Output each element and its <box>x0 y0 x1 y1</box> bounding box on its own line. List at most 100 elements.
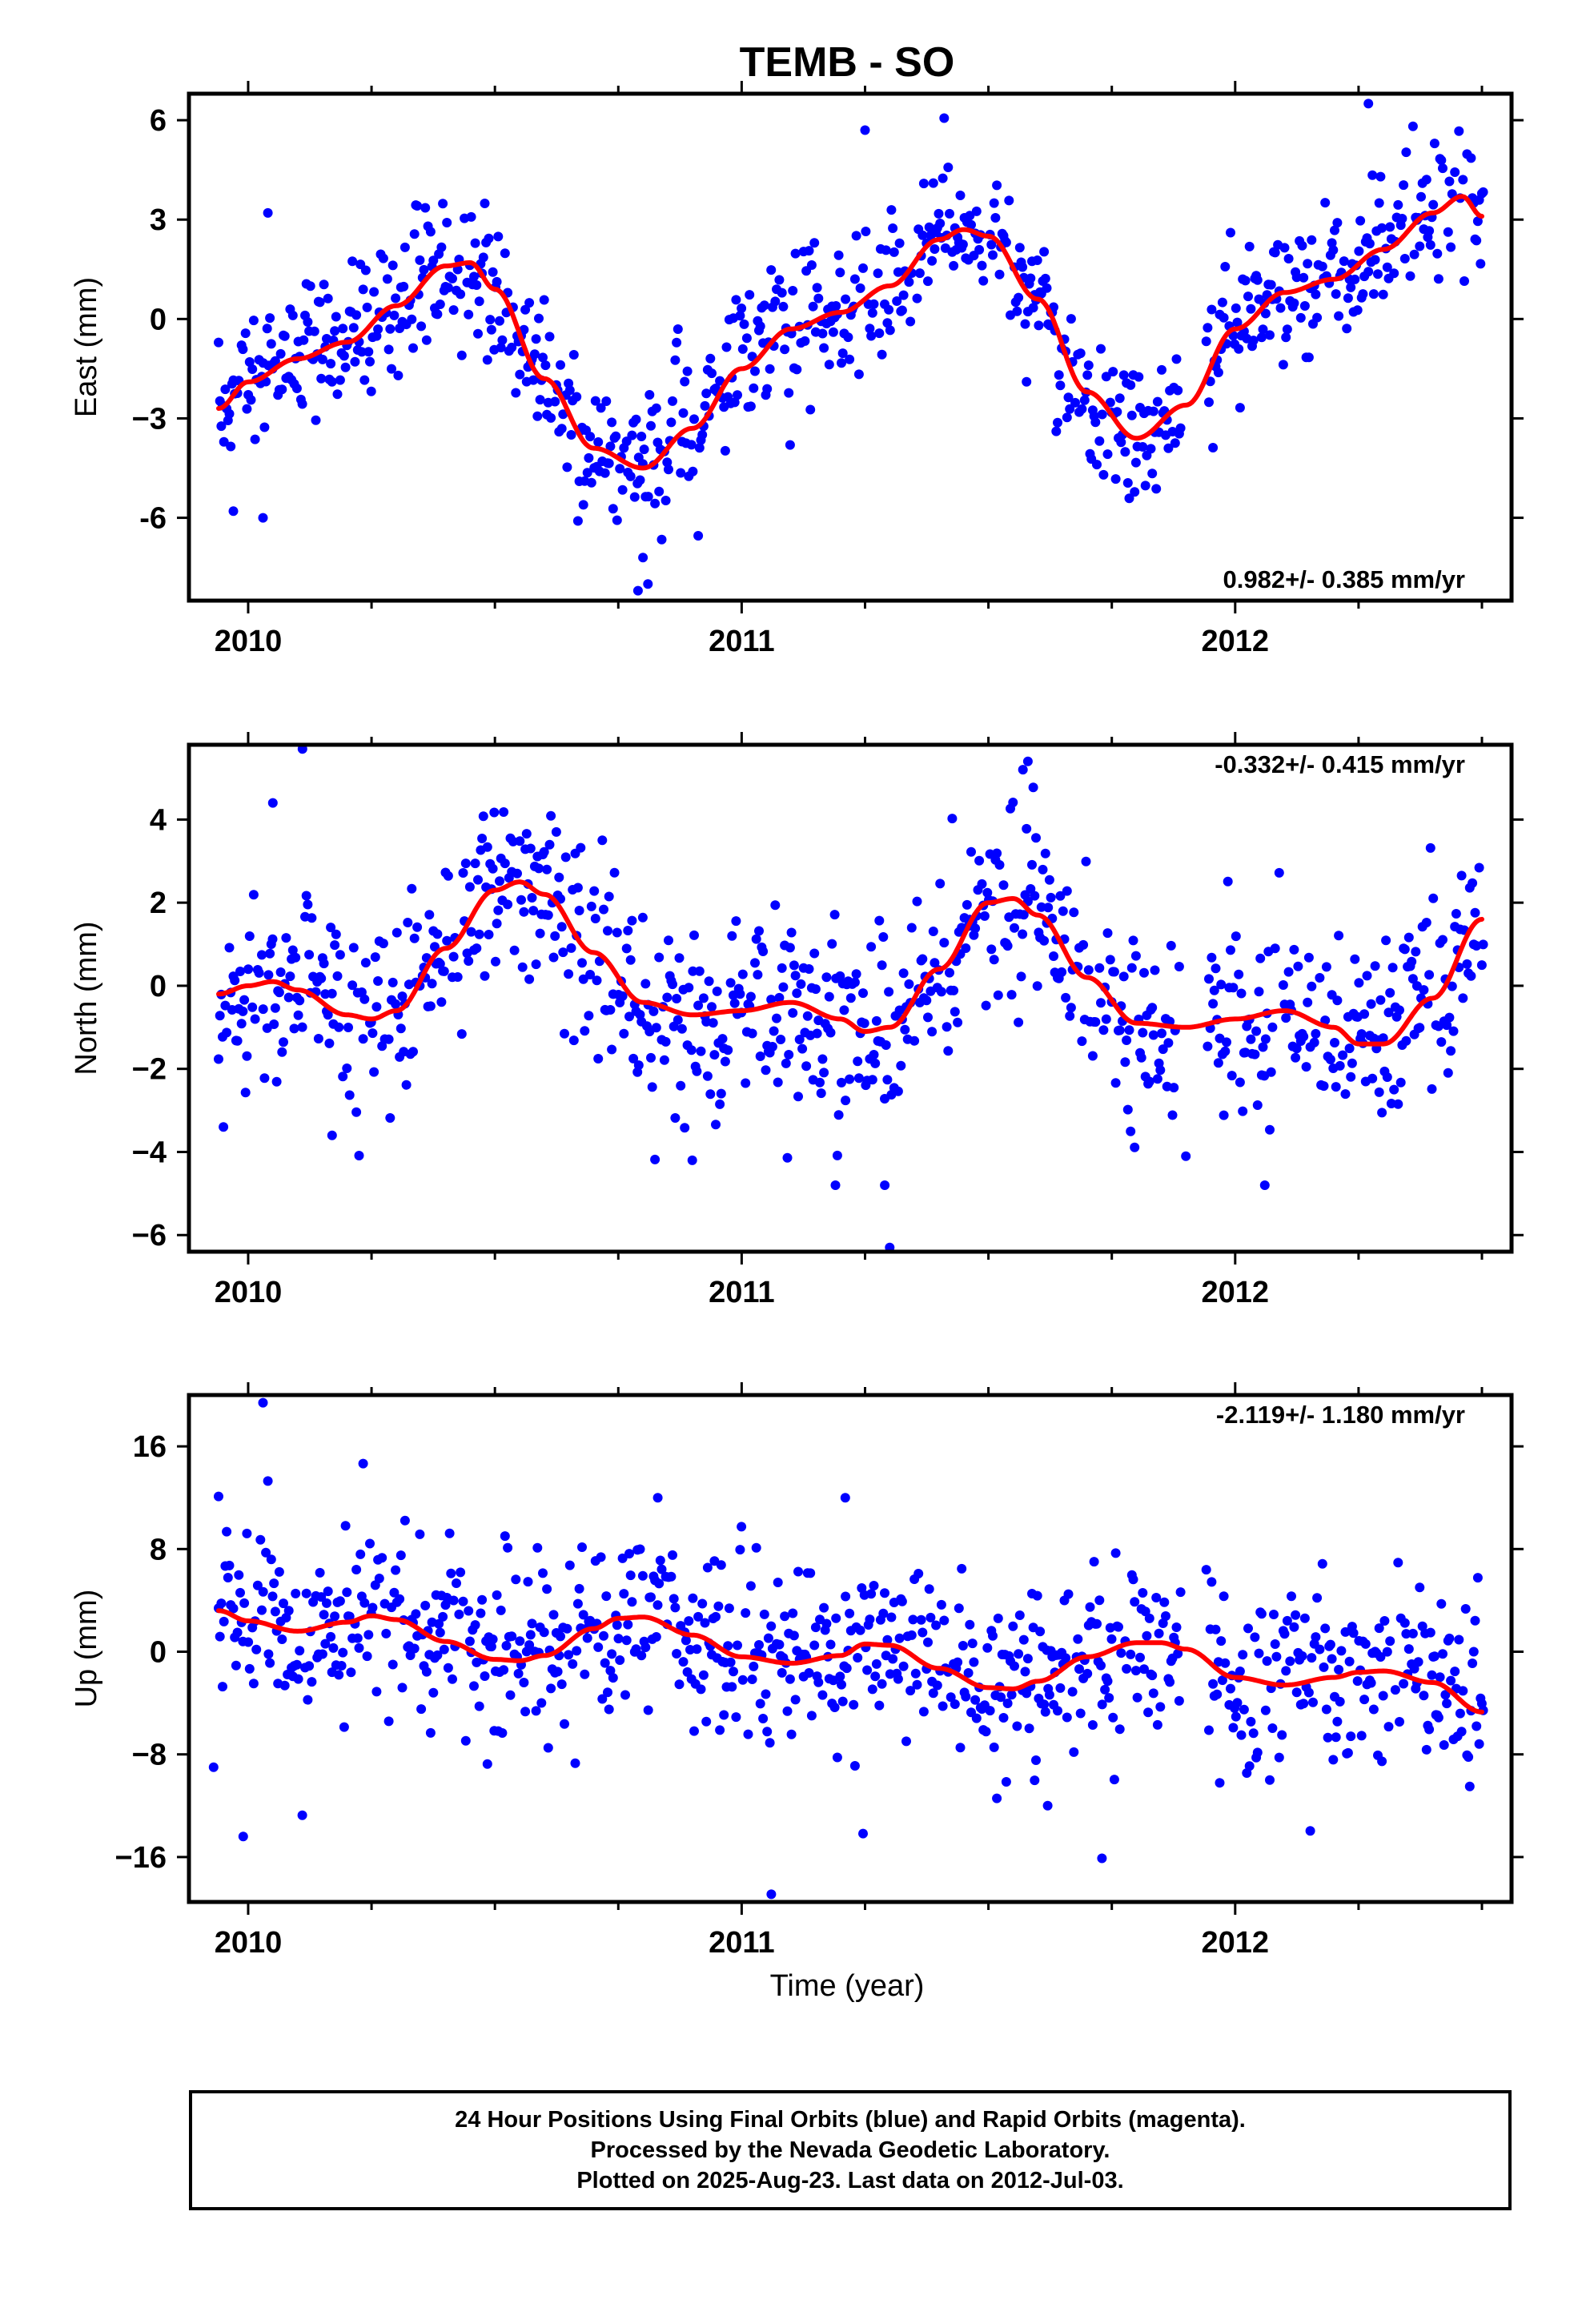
x-tick-label: 2011 <box>709 1276 774 1309</box>
data-point <box>1397 214 1407 223</box>
footer-box: 24 Hour Positions Using Final Orbits (bl… <box>189 2090 1512 2210</box>
data-point <box>365 1538 375 1549</box>
data-point <box>246 395 256 405</box>
footer-line-3: Plotted on 2025-Aug-23. Last data on 201… <box>576 2168 1124 2193</box>
data-point <box>1446 1675 1456 1686</box>
data-point <box>1283 254 1294 263</box>
data-point <box>912 896 922 907</box>
data-point <box>458 1596 468 1606</box>
data-point <box>336 1661 347 1671</box>
data-point <box>438 1611 448 1622</box>
data-point <box>761 1689 771 1699</box>
data-point <box>1275 303 1286 313</box>
data-point <box>884 987 894 997</box>
data-point <box>1155 1065 1166 1076</box>
data-point <box>977 879 987 889</box>
data-point <box>1058 906 1068 916</box>
data-point <box>1069 1747 1079 1757</box>
data-point <box>258 513 268 523</box>
data-point <box>867 1684 877 1695</box>
data-point <box>528 375 539 385</box>
data-point <box>430 942 440 952</box>
data-point <box>646 1052 656 1063</box>
data-point <box>1174 962 1184 971</box>
data-point <box>1407 121 1418 131</box>
data-point <box>1152 1719 1162 1730</box>
data-point <box>1448 1026 1459 1036</box>
data-point <box>1468 878 1478 888</box>
data-point <box>678 408 689 418</box>
data-point <box>1317 261 1327 271</box>
data-point <box>869 1050 879 1059</box>
data-point <box>1334 1664 1344 1675</box>
data-point <box>513 1668 524 1679</box>
data-point <box>592 975 602 986</box>
data-point <box>761 1065 771 1076</box>
data-point <box>766 995 777 1005</box>
data-point <box>531 959 541 970</box>
data-point <box>303 1695 313 1705</box>
data-point <box>269 1578 279 1589</box>
data-point <box>1122 478 1133 488</box>
data-point <box>295 1646 305 1656</box>
data-point <box>711 1611 721 1622</box>
data-point <box>858 988 868 999</box>
data-point <box>1102 928 1113 939</box>
data-point <box>1016 971 1026 982</box>
data-point <box>397 991 408 1002</box>
data-point <box>1311 1028 1321 1039</box>
data-point <box>476 1608 486 1618</box>
data-point <box>684 1616 694 1626</box>
data-point <box>1211 963 1221 974</box>
y-tick-label: 2 <box>150 887 167 920</box>
data-point <box>998 1713 1009 1723</box>
data-point <box>624 1549 634 1559</box>
data-point <box>1340 1626 1351 1637</box>
data-point <box>297 1022 307 1032</box>
data-point <box>635 475 645 485</box>
data-point <box>347 256 358 267</box>
data-point <box>1108 367 1118 377</box>
data-point <box>1014 1017 1024 1027</box>
data-point <box>371 1687 382 1697</box>
data-point <box>1165 1677 1175 1687</box>
data-point <box>527 1618 537 1629</box>
data-point <box>1144 1076 1154 1087</box>
data-point <box>342 1587 352 1598</box>
data-point <box>745 1581 756 1591</box>
data-point <box>794 1035 805 1044</box>
data-point <box>263 1476 273 1486</box>
data-point <box>1299 272 1309 283</box>
data-point <box>330 940 340 951</box>
data-point <box>754 1640 764 1650</box>
data-point <box>1309 1037 1319 1047</box>
data-point <box>1393 1099 1403 1109</box>
data-point <box>316 1592 327 1602</box>
data-point <box>1381 935 1391 946</box>
data-point <box>516 895 526 905</box>
data-point <box>766 265 777 275</box>
data-point <box>926 1612 936 1622</box>
data-point <box>654 952 665 963</box>
data-point <box>666 1571 677 1582</box>
data-point <box>923 1012 933 1023</box>
data-point <box>219 1616 229 1626</box>
y-tick-label: 4 <box>150 803 167 837</box>
data-point <box>267 798 278 808</box>
data-point <box>921 995 932 1006</box>
data-point <box>1287 1591 1296 1602</box>
data-point <box>737 344 748 354</box>
data-point <box>503 899 513 910</box>
data-point <box>1295 312 1306 323</box>
data-point <box>235 1587 245 1598</box>
data-point <box>257 1605 267 1615</box>
data-point <box>1462 959 1472 969</box>
data-point <box>1008 1621 1018 1631</box>
data-point <box>421 335 432 345</box>
data-point <box>1399 1618 1410 1628</box>
data-point <box>936 1599 946 1610</box>
data-point <box>1170 438 1180 448</box>
data-point <box>283 1606 294 1616</box>
data-point <box>869 299 879 309</box>
data-point <box>311 415 321 425</box>
